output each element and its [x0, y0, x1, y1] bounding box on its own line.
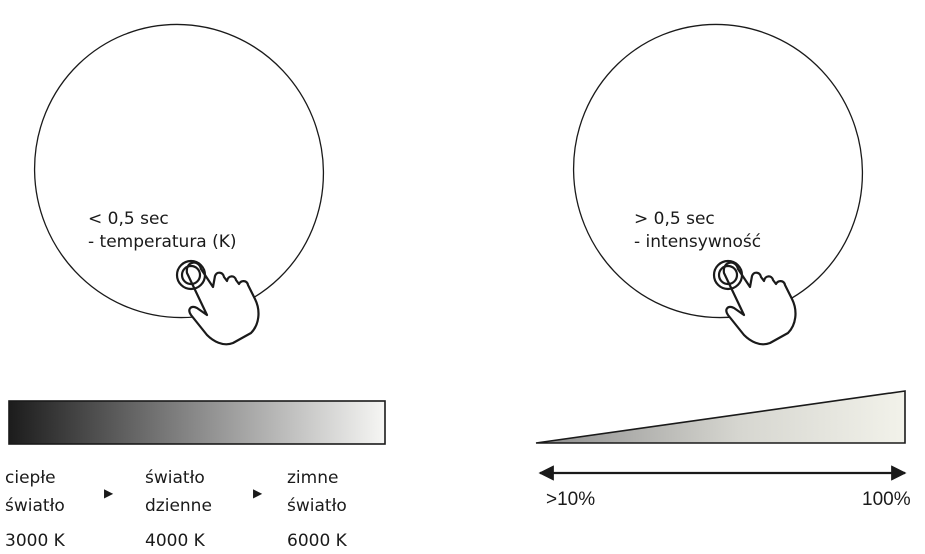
triangle-right-icon: ▶: [104, 486, 114, 500]
daylight-label-line1: światło: [145, 468, 205, 488]
touch-hand-icon: [712, 259, 797, 346]
daylight-label-line2: dzienne: [145, 496, 212, 516]
daylight-kelvin: 4000 K: [145, 531, 205, 551]
cool-light-label-line2: światło: [287, 496, 347, 516]
left-function-label: - temperatura (K): [88, 232, 237, 252]
warm-light-label-line2: światło: [5, 496, 65, 516]
left-dial-circle: [33, 23, 325, 319]
warm-light-label-line1: ciepłe: [5, 468, 56, 488]
temperature-gradient-bar: [8, 400, 386, 445]
cool-light-label-line1: zimne: [287, 468, 339, 488]
intensity-min-label: >10%: [546, 489, 596, 510]
intensity-max-label: 100%: [862, 489, 911, 510]
right-function-label: - intensywność: [634, 232, 762, 252]
warm-light-kelvin: 3000 K: [5, 531, 65, 551]
right-dial-circle: [572, 23, 864, 319]
intensity-wedge: [535, 390, 906, 444]
cool-light-kelvin: 6000 K: [287, 531, 347, 551]
touch-hand-icon: [175, 259, 260, 346]
right-timing-label: > 0,5 sec: [634, 209, 715, 229]
triangle-right-icon: ▶: [253, 486, 263, 500]
left-timing-label: < 0,5 sec: [88, 209, 169, 229]
